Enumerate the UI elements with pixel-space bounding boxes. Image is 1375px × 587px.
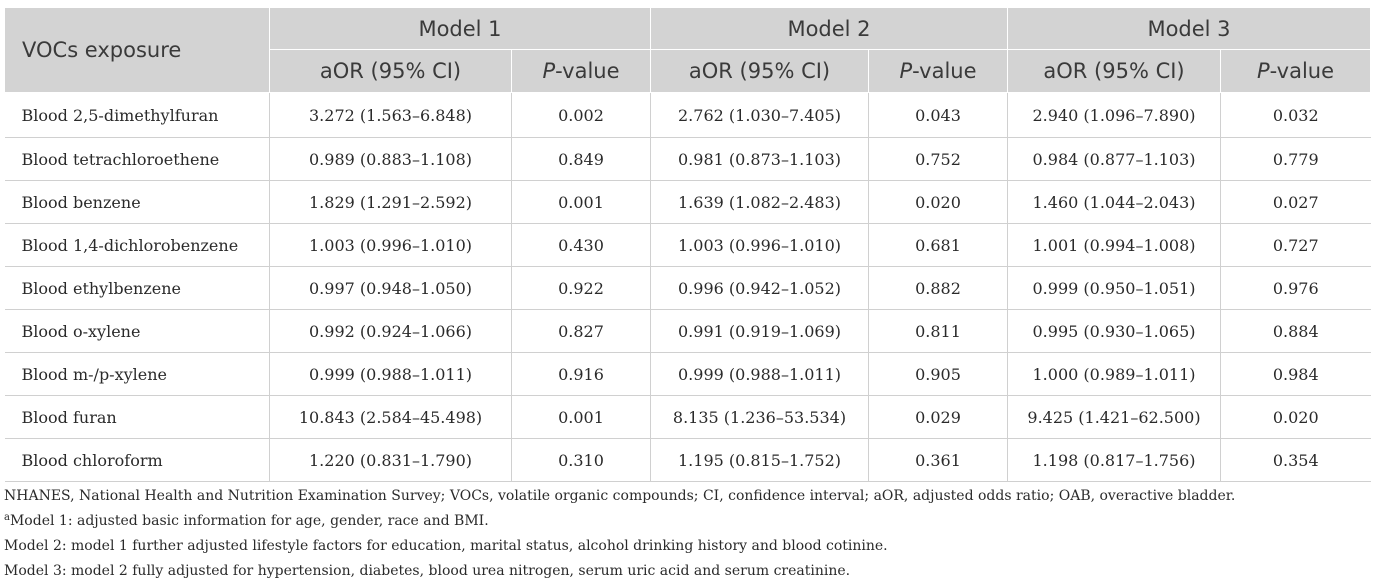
cell-p-value: 0.779 bbox=[1220, 137, 1371, 181]
table-row: Blood tetrachloroethene 0.989 (0.883–1.10… bbox=[4, 137, 1371, 181]
cell-aor-ci: 10.843 (2.584–45.498) bbox=[269, 395, 512, 439]
cell-p-value: 0.849 bbox=[511, 137, 651, 181]
cell-p-value: 0.310 bbox=[511, 438, 651, 482]
cell-p-value: 0.354 bbox=[1220, 438, 1371, 482]
row-voc-name: Blood chloroform bbox=[4, 438, 270, 482]
header-p-suffix: -value bbox=[912, 59, 977, 83]
cell-p-value: 0.882 bbox=[868, 266, 1008, 310]
table-footnotes: NHANES, National Health and Nutrition Ex… bbox=[4, 484, 1370, 584]
cell-p-value: 0.020 bbox=[868, 180, 1008, 224]
cell-aor-ci: 1.829 (1.291–2.592) bbox=[269, 180, 512, 224]
cell-aor-ci: 0.995 (0.930–1.065) bbox=[1007, 309, 1221, 353]
header-p-suffix: -value bbox=[555, 59, 620, 83]
footnote-marker: a bbox=[4, 512, 10, 523]
table-body: Blood 2,5-dimethylfuran 3.272 (1.563–6.84… bbox=[4, 92, 1371, 482]
header-p-value-2: P-value bbox=[868, 49, 1008, 93]
cell-aor-ci: 0.999 (0.950–1.051) bbox=[1007, 266, 1221, 310]
row-voc-name: Blood 2,5-dimethylfuran bbox=[4, 92, 270, 138]
cell-p-value: 0.001 bbox=[511, 180, 651, 224]
row-voc-name: Blood 1,4-dichlorobenzene bbox=[4, 223, 270, 267]
header-aor-2: aOR (95% CI) bbox=[650, 49, 869, 93]
footnote-model-2: Model 2: model 1 further adjusted lifest… bbox=[4, 538, 888, 554]
header-aor-3: aOR (95% CI) bbox=[1007, 49, 1221, 93]
cell-aor-ci: 1.000 (0.989–1.011) bbox=[1007, 352, 1221, 396]
cell-aor-ci: 0.996 (0.942–1.052) bbox=[650, 266, 869, 310]
cell-p-value: 0.043 bbox=[868, 92, 1008, 138]
vocs-results-table: VOCs exposure Model 1 Model 2 Model 3 aO… bbox=[4, 7, 1371, 482]
row-voc-name: Blood tetrachloroethene bbox=[4, 137, 270, 181]
header-aor-1: aOR (95% CI) bbox=[269, 49, 512, 93]
cell-aor-ci: 0.997 (0.948–1.050) bbox=[269, 266, 512, 310]
cell-aor-ci: 1.003 (0.996–1.010) bbox=[650, 223, 869, 267]
header-p-italic: P bbox=[542, 59, 556, 83]
cell-p-value: 0.916 bbox=[511, 352, 651, 396]
header-p-value-3: P-value bbox=[1220, 49, 1371, 93]
table-row: Blood 2,5-dimethylfuran 3.272 (1.563–6.84… bbox=[4, 92, 1371, 138]
cell-p-value: 0.811 bbox=[868, 309, 1008, 353]
row-voc-name: Blood m-/p-xylene bbox=[4, 352, 270, 396]
cell-p-value: 0.827 bbox=[511, 309, 651, 353]
cell-aor-ci: 0.992 (0.924–1.066) bbox=[269, 309, 512, 353]
cell-p-value: 0.001 bbox=[511, 395, 651, 439]
cell-p-value: 0.884 bbox=[1220, 309, 1371, 353]
header-model-1: Model 1 bbox=[269, 7, 651, 50]
cell-p-value: 0.752 bbox=[868, 137, 1008, 181]
table-row: Blood benzene 1.829 (1.291–2.592) 0.001 1.6… bbox=[4, 180, 1371, 224]
table-row: Blood o-xylene 0.992 (0.924–1.066) 0.827 0.… bbox=[4, 309, 1371, 353]
cell-aor-ci: 0.989 (0.883–1.108) bbox=[269, 137, 512, 181]
cell-aor-ci: 0.984 (0.877–1.103) bbox=[1007, 137, 1221, 181]
footnote-abbreviations: NHANES, National Health and Nutrition Ex… bbox=[4, 488, 1236, 504]
cell-p-value: 0.032 bbox=[1220, 92, 1371, 138]
header-p-value-1: P-value bbox=[511, 49, 651, 93]
table-row: Blood 1,4-dichlorobenzene 1.003 (0.996–1.… bbox=[4, 223, 1371, 267]
cell-aor-ci: 9.425 (1.421–62.500) bbox=[1007, 395, 1221, 439]
cell-aor-ci: 1.001 (0.994–1.008) bbox=[1007, 223, 1221, 267]
header-vocs-exposure: VOCs exposure bbox=[4, 7, 270, 93]
row-voc-name: Blood furan bbox=[4, 395, 270, 439]
cell-aor-ci: 8.135 (1.236–53.534) bbox=[650, 395, 869, 439]
cell-aor-ci: 1.460 (1.044–2.043) bbox=[1007, 180, 1221, 224]
table-row: Blood furan 10.843 (2.584–45.498) 0.001 8.1… bbox=[4, 395, 1371, 439]
footnote-model-1-text: Model 1: adjusted basic information for … bbox=[9, 513, 489, 529]
table-row: Blood chloroform 1.220 (0.831–1.790) 0.310… bbox=[4, 438, 1371, 482]
cell-p-value: 0.002 bbox=[511, 92, 651, 138]
cell-p-value: 0.727 bbox=[1220, 223, 1371, 267]
cell-aor-ci: 1.639 (1.082–2.483) bbox=[650, 180, 869, 224]
cell-aor-ci: 0.999 (0.988–1.011) bbox=[650, 352, 869, 396]
header-p-suffix: -value bbox=[1269, 59, 1335, 83]
cell-p-value: 0.984 bbox=[1220, 352, 1371, 396]
header-p-italic: P bbox=[899, 59, 913, 83]
cell-aor-ci: 1.198 (0.817–1.756) bbox=[1007, 438, 1221, 482]
cell-aor-ci: 1.003 (0.996–1.010) bbox=[269, 223, 512, 267]
cell-p-value: 0.029 bbox=[868, 395, 1008, 439]
cell-p-value: 0.361 bbox=[868, 438, 1008, 482]
table-row: Blood ethylbenzene 0.997 (0.948–1.050) 0.9… bbox=[4, 266, 1371, 310]
row-voc-name: Blood o-xylene bbox=[4, 309, 270, 353]
header-row-stats: aOR (95% CI) P-value aOR (95% CI) P-value aO… bbox=[5, 49, 1371, 93]
cell-p-value: 0.681 bbox=[868, 223, 1008, 267]
cell-p-value: 0.922 bbox=[511, 266, 651, 310]
cell-aor-ci: 0.999 (0.988–1.011) bbox=[269, 352, 512, 396]
cell-aor-ci: 3.272 (1.563–6.848) bbox=[269, 92, 512, 138]
footnote-model-3: Model 3: model 2 fully adjusted for hype… bbox=[4, 563, 851, 579]
cell-aor-ci: 1.195 (0.815–1.752) bbox=[650, 438, 869, 482]
cell-aor-ci: 0.991 (0.919–1.069) bbox=[650, 309, 869, 353]
cell-p-value: 0.027 bbox=[1220, 180, 1371, 224]
cell-p-value: 0.020 bbox=[1220, 395, 1371, 439]
row-voc-name: Blood benzene bbox=[4, 180, 270, 224]
header-row-models: VOCs exposure Model 1 Model 2 Model 3 bbox=[4, 7, 1371, 93]
cell-p-value: 0.430 bbox=[511, 223, 651, 267]
row-voc-name: Blood ethylbenzene bbox=[4, 266, 270, 310]
cell-p-value: 0.976 bbox=[1220, 266, 1371, 310]
header-model-2: Model 2 bbox=[650, 7, 1008, 50]
footnote-model-1: aModel 1: adjusted basic information for… bbox=[4, 509, 1370, 534]
cell-aor-ci: 2.762 (1.030–7.405) bbox=[650, 92, 869, 138]
cell-aor-ci: 0.981 (0.873–1.103) bbox=[650, 137, 869, 181]
cell-aor-ci: 1.220 (0.831–1.790) bbox=[269, 438, 512, 482]
cell-p-value: 0.905 bbox=[868, 352, 1008, 396]
cell-aor-ci: 2.940 (1.096–7.890) bbox=[1007, 92, 1221, 138]
header-p-italic: P bbox=[1256, 59, 1270, 83]
table-row: Blood m-/p-xylene 0.999 (0.988–1.011) 0.91… bbox=[4, 352, 1371, 396]
header-model-3: Model 3 bbox=[1007, 7, 1371, 50]
